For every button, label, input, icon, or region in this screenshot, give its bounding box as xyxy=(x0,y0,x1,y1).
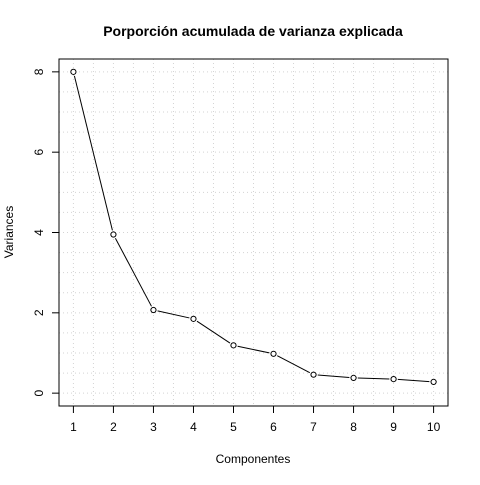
series-segment xyxy=(357,377,390,380)
x-tick-label: 9 xyxy=(390,420,397,434)
data-point xyxy=(270,350,277,357)
x-tick-label: 6 xyxy=(270,420,277,434)
chart-title: Porporción acumulada de varianza explica… xyxy=(103,23,403,39)
data-point xyxy=(310,371,317,378)
series-segment xyxy=(73,75,113,231)
y-tick-label: 2 xyxy=(32,309,46,316)
data-point xyxy=(350,374,357,381)
x-tick-label: 1 xyxy=(70,420,77,434)
series-segment xyxy=(277,355,311,374)
series-segment xyxy=(157,310,190,319)
series-segment xyxy=(114,237,152,307)
x-tick-label: 10 xyxy=(427,420,441,434)
series-segment xyxy=(397,378,430,383)
y-tick-label: 6 xyxy=(32,149,46,156)
x-axis-label: Componentes xyxy=(216,452,291,466)
data-point xyxy=(430,378,437,386)
plot-frame xyxy=(58,58,449,407)
grid xyxy=(59,59,448,406)
y-tick-label: 8 xyxy=(32,68,46,75)
data-point xyxy=(110,231,117,238)
y-axis-label: Variances xyxy=(2,206,16,258)
y-tick-label: 4 xyxy=(32,229,46,236)
series-segment xyxy=(237,345,270,354)
series-segment xyxy=(317,374,350,379)
x-tick-label: 2 xyxy=(110,420,117,434)
data-point xyxy=(230,342,237,349)
x-tick-label: 5 xyxy=(230,420,237,434)
data-point xyxy=(190,315,197,322)
y-tick-label: 0 xyxy=(32,389,46,396)
x-tick-label: 7 xyxy=(310,420,317,434)
data-series xyxy=(70,68,437,386)
x-tick-label: 3 xyxy=(150,420,157,434)
x-tick-label: 8 xyxy=(350,420,357,434)
x-tick-label: 4 xyxy=(190,420,197,434)
data-point xyxy=(390,375,397,383)
series-segment xyxy=(196,320,231,344)
data-point xyxy=(150,306,157,314)
data-point xyxy=(70,68,77,75)
